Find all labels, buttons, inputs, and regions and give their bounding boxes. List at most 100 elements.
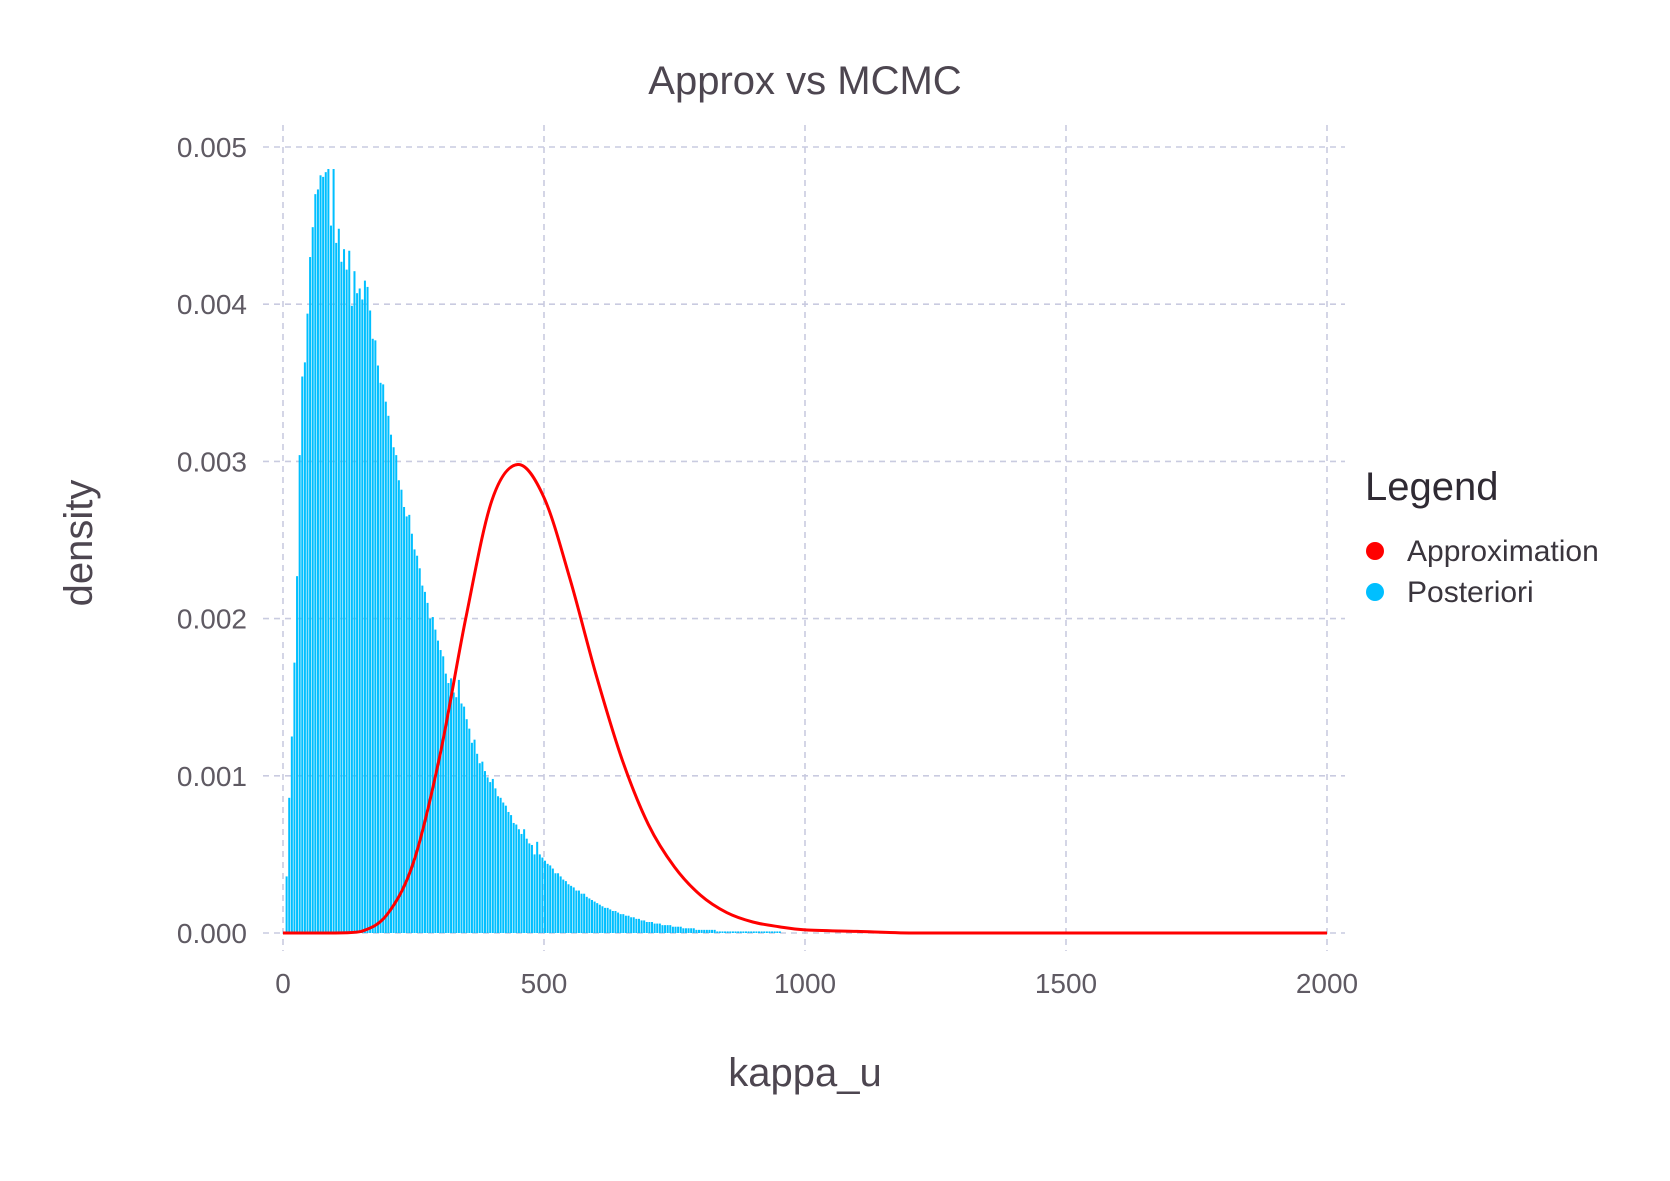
histogram-bar <box>664 925 667 933</box>
histogram-bar <box>309 257 312 933</box>
histogram-bar <box>512 822 515 933</box>
histogram-bar <box>486 777 489 933</box>
histogram-bar <box>716 931 719 933</box>
histogram-bar <box>444 673 447 933</box>
histogram-bar <box>384 401 387 933</box>
histogram-bar <box>645 922 648 933</box>
histogram-bar <box>296 576 299 933</box>
histogram-bar <box>614 910 617 933</box>
histogram-bar <box>316 189 319 933</box>
histogram-bar <box>358 288 361 934</box>
histogram-bar <box>661 925 664 933</box>
histogram-bar <box>431 617 434 933</box>
histogram-bar <box>476 753 479 933</box>
histogram-bar <box>575 890 578 933</box>
histogram-bar <box>703 929 706 933</box>
histogram-bar <box>311 227 314 934</box>
histogram-bar <box>410 533 413 933</box>
histogram-bar <box>337 228 340 934</box>
histogram-bar <box>601 906 604 933</box>
histogram-bar <box>525 838 528 933</box>
histogram-bar <box>497 796 500 933</box>
histogram-bar <box>306 313 309 933</box>
histogram-bar <box>773 931 776 933</box>
histogram-bar <box>510 815 513 933</box>
legend-title: Legend <box>1365 465 1498 509</box>
legend: Legend Approximation Posteriori <box>1365 465 1599 609</box>
histogram-bar <box>429 618 432 933</box>
histogram-bar <box>528 843 531 933</box>
histogram-bar <box>387 415 390 933</box>
histogram-bar <box>335 242 338 933</box>
histogram-bar <box>343 249 346 933</box>
histogram-bar <box>700 929 703 933</box>
histogram-bar <box>679 926 682 933</box>
histogram-bar <box>301 376 304 933</box>
histogram-bar <box>382 384 385 933</box>
histogram-bar <box>760 931 763 933</box>
chart-title: Approx vs MCMC <box>648 59 961 103</box>
histogram-bar <box>421 585 424 933</box>
histogram-bar <box>697 929 700 933</box>
y-tick-label: 0.003 <box>177 446 247 477</box>
histogram-bar <box>583 893 586 933</box>
histogram-bar <box>611 910 614 933</box>
histogram-bar <box>478 763 481 933</box>
histogram-bar <box>624 915 627 933</box>
histogram-bar <box>400 489 403 933</box>
histogram-bar <box>489 782 492 933</box>
histogram-bar <box>439 650 442 933</box>
histogram-bar <box>752 931 755 933</box>
histogram-bar <box>684 928 687 933</box>
histogram-bars <box>285 169 781 934</box>
histogram-bar <box>483 771 486 933</box>
histogram-bar <box>669 925 672 933</box>
histogram-bar <box>374 340 377 933</box>
histogram-bar <box>468 728 471 933</box>
histogram-bar <box>353 271 356 933</box>
histogram-bar <box>557 873 560 933</box>
histogram-bar <box>763 931 766 933</box>
histogram-bar <box>356 293 359 933</box>
x-tick-label: 0 <box>275 968 291 999</box>
histogram-bar <box>564 881 567 933</box>
histogram-bar <box>776 931 779 933</box>
histogram-bar <box>397 480 400 933</box>
histogram-bar <box>470 742 473 933</box>
x-axis-title: kappa_u <box>728 1051 881 1095</box>
histogram-bar <box>324 172 327 933</box>
legend-swatch-approximation <box>1366 542 1384 560</box>
histogram-bar <box>504 805 507 933</box>
histogram-bar <box>666 925 669 933</box>
histogram-bar <box>619 914 622 933</box>
histogram-bar <box>366 286 369 933</box>
y-tick-label: 0.000 <box>177 918 247 949</box>
histogram-bar <box>322 176 325 933</box>
histogram-bar <box>596 903 599 933</box>
histogram-bar <box>332 169 335 933</box>
histogram-bar <box>734 931 737 933</box>
histogram-bar <box>327 169 330 933</box>
histogram-bar <box>536 841 539 933</box>
histogram-bar <box>632 917 635 933</box>
approximation-curve <box>283 463 1327 935</box>
histogram-bar <box>765 931 768 933</box>
histogram-bar <box>463 706 466 933</box>
histogram-bar <box>369 310 372 933</box>
histogram-bar <box>426 602 429 933</box>
histogram-bar <box>491 778 494 933</box>
histogram-bar <box>390 434 393 933</box>
histogram-bar <box>609 909 612 933</box>
histogram-bar <box>554 873 557 933</box>
histogram-bar <box>572 887 575 933</box>
histogram-bar <box>329 225 332 934</box>
histogram-bar <box>687 928 690 933</box>
histogram-bar <box>640 920 643 933</box>
histogram-bar <box>530 844 533 933</box>
histogram-bar <box>293 662 296 933</box>
histogram-bar <box>768 931 771 933</box>
histogram-bar <box>588 898 591 933</box>
histogram-bar <box>290 736 293 933</box>
histogram-bar <box>523 829 526 933</box>
histogram-bar <box>288 797 291 933</box>
